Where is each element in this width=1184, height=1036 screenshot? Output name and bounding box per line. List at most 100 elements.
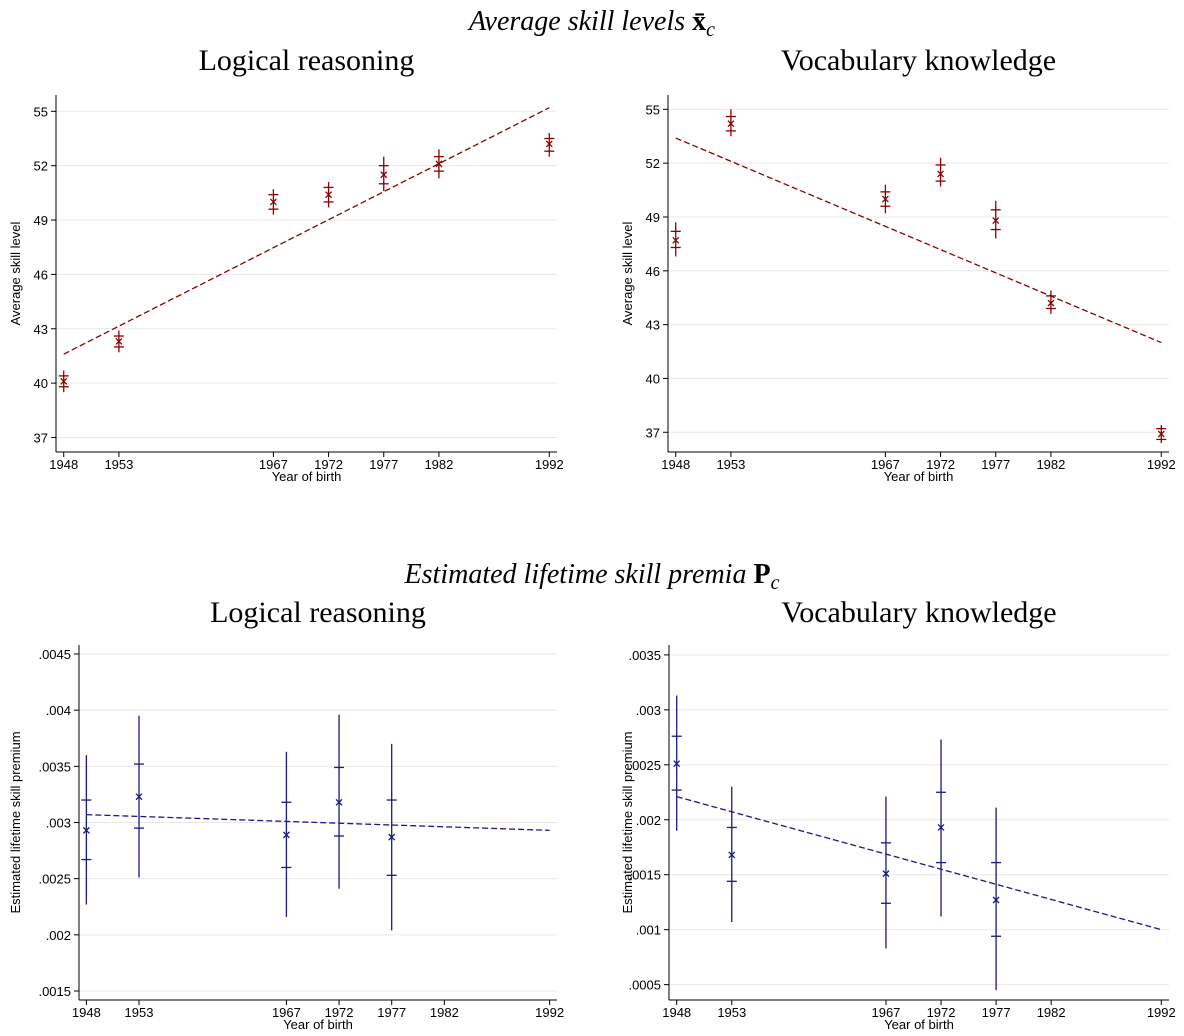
- point: [335, 798, 343, 806]
- y-tick-label: .0045: [38, 647, 71, 662]
- y-tick-label: .0035: [628, 648, 661, 663]
- fit-line: [63, 107, 550, 355]
- section-title: Estimated lifetime skill premia Pc: [404, 559, 780, 594]
- section-symbol: P: [753, 559, 770, 590]
- y-tick-label: .003: [46, 816, 71, 831]
- x-axis-label: Year of birth: [272, 469, 342, 484]
- point: [60, 377, 68, 385]
- y-tick-label: .0015: [38, 984, 71, 999]
- x-tick-label: 1982: [1037, 1005, 1066, 1020]
- x-tick-label: 1953: [104, 457, 133, 472]
- section-text: Average skill levels: [467, 6, 685, 37]
- fit-line: [86, 813, 550, 832]
- x-tick-label: 1977: [982, 1005, 1011, 1020]
- y-tick-label: .002: [636, 813, 661, 828]
- y-tick-label: 49: [646, 210, 660, 225]
- x-axis-label: Year of birth: [283, 1017, 353, 1032]
- y-tick-label: .0025: [38, 872, 71, 887]
- y-tick-label: .0015: [628, 868, 661, 883]
- y-tick-label: 40: [34, 376, 48, 391]
- y-tick-label: .0005: [628, 978, 661, 993]
- section-title: Average skill levels x̄c: [467, 6, 715, 41]
- y-tick-label: 37: [646, 425, 660, 440]
- y-axis-label: Average skill level: [620, 221, 635, 325]
- x-tick-label: 1982: [1036, 457, 1065, 472]
- y-tick-label: .0025: [628, 758, 661, 773]
- point: [1157, 430, 1165, 438]
- x-tick-label: 1977: [377, 1005, 406, 1020]
- x-tick-label: 1967: [272, 1005, 301, 1020]
- y-tick-label: 43: [34, 322, 48, 337]
- y-tick-label: 49: [34, 213, 48, 228]
- x-tick-label: 1972: [926, 457, 955, 472]
- x-tick-label: 1977: [369, 457, 398, 472]
- x-tick-label: 1972: [325, 1005, 354, 1020]
- point: [881, 195, 889, 203]
- fit-line: [676, 796, 1162, 931]
- x-tick-label: 1992: [1147, 1005, 1176, 1020]
- x-tick-label: 1977: [981, 457, 1010, 472]
- point: [937, 823, 945, 831]
- y-tick-label: .001: [636, 923, 661, 938]
- point: [673, 760, 681, 768]
- x-tick-label: 1972: [314, 457, 343, 472]
- y-tick-label: 55: [646, 102, 660, 117]
- section-symbol: x̄: [692, 6, 706, 37]
- x-tick-label: 1948: [49, 457, 78, 472]
- y-tick-label: .002: [46, 928, 71, 943]
- x-tick-label: 1953: [717, 1005, 746, 1020]
- point: [882, 870, 890, 878]
- x-tick-label: 1948: [72, 1005, 101, 1020]
- point: [115, 337, 123, 345]
- y-tick-label: 43: [646, 318, 660, 333]
- x-tick-label: 1967: [871, 1005, 900, 1020]
- point: [269, 198, 277, 206]
- point: [282, 831, 290, 839]
- y-tick-label: .0035: [38, 759, 71, 774]
- x-tick-label: 1982: [430, 1005, 459, 1020]
- x-tick-label: 1972: [927, 1005, 956, 1020]
- point: [672, 236, 680, 244]
- y-tick-label: .004: [46, 703, 71, 718]
- x-tick-label: 1992: [1147, 457, 1176, 472]
- x-tick-label: 1967: [259, 457, 288, 472]
- point: [380, 171, 388, 179]
- point: [992, 896, 1000, 904]
- panel-title: Logical reasoning: [199, 44, 415, 77]
- section-subscript: c: [771, 572, 780, 594]
- y-axis-label: Average skill level: [8, 221, 23, 325]
- section-subscript: c: [706, 19, 715, 41]
- y-axis-label: Estimated lifetime skill premium: [8, 731, 23, 913]
- y-tick-label: 52: [646, 156, 660, 171]
- point: [1047, 299, 1055, 307]
- panel-title: Vocabulary knowledge: [781, 596, 1056, 629]
- panel-title: Vocabulary knowledge: [781, 44, 1056, 77]
- y-axis-label: Estimated lifetime skill premium: [620, 731, 635, 913]
- point: [727, 120, 735, 128]
- x-tick-label: 1982: [424, 457, 453, 472]
- x-tick-label: 1967: [871, 457, 900, 472]
- x-axis-label: Year of birth: [884, 1017, 954, 1032]
- x-tick-label: 1948: [661, 457, 690, 472]
- point: [545, 140, 553, 148]
- fit-line: [675, 137, 1162, 344]
- y-tick-label: 40: [646, 371, 660, 386]
- point: [325, 191, 333, 199]
- section-text: Estimated lifetime skill premia: [404, 559, 747, 590]
- point: [937, 170, 945, 178]
- x-axis-label: Year of birth: [884, 469, 954, 484]
- x-tick-label: 1992: [535, 1005, 564, 1020]
- point: [135, 793, 143, 801]
- y-tick-label: .003: [636, 703, 661, 718]
- y-tick-label: 46: [646, 264, 660, 279]
- point: [728, 851, 736, 859]
- point: [82, 826, 90, 834]
- y-tick-label: 55: [34, 104, 48, 119]
- point: [992, 217, 1000, 225]
- x-tick-label: 1953: [716, 457, 745, 472]
- y-tick-label: 46: [34, 267, 48, 282]
- point: [435, 160, 443, 168]
- panel-title: Logical reasoning: [210, 596, 426, 629]
- y-tick-label: 52: [34, 159, 48, 174]
